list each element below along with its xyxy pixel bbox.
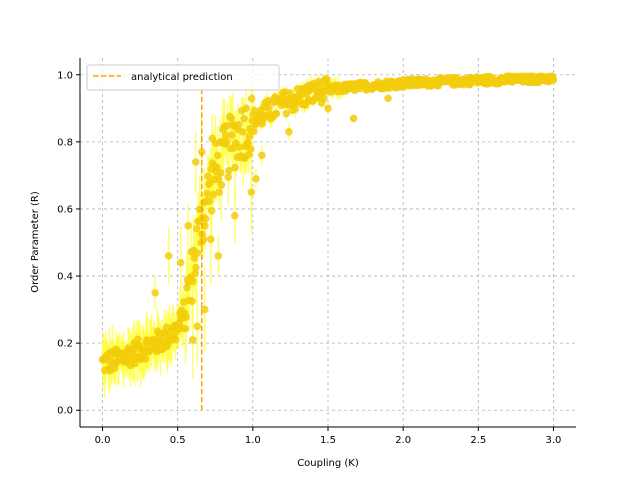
data-point-244 <box>282 109 291 118</box>
data-point-615 <box>258 151 266 160</box>
data-point-47 <box>134 335 142 343</box>
data-point-616 <box>285 128 293 136</box>
data-point-617 <box>324 104 332 113</box>
data-point-614 <box>252 174 260 183</box>
data-point-197 <box>247 145 255 153</box>
ticks: 0.0 0.5 1.0 1.5 2.0 2.5 3.0 0.0 0.2 0.4 0.6 0.8 1.0 <box>57 70 561 446</box>
y-tick-label-2: 0.4 <box>57 272 73 283</box>
data-point-201 <box>250 127 258 136</box>
grid <box>80 58 576 427</box>
data-points <box>98 72 558 375</box>
y-axis-label: Order Parameter (R) <box>30 191 41 293</box>
data-point-165 <box>222 137 231 146</box>
data-point-152 <box>213 163 221 172</box>
data-point-164 <box>222 131 230 139</box>
data-point-610 <box>191 158 200 166</box>
data-point-139 <box>203 189 211 198</box>
data-point-606 <box>200 305 209 314</box>
data-point-608 <box>214 252 223 260</box>
data-point-294 <box>320 94 328 103</box>
data-point-605 <box>193 322 202 331</box>
data-point-168 <box>225 166 233 175</box>
data-point-153 <box>213 151 222 160</box>
x-tick-label-6: 3.0 <box>546 435 562 446</box>
data-point-110 <box>181 324 190 333</box>
data-point-124 <box>192 263 200 272</box>
data-point-137 <box>201 215 210 223</box>
data-point-193 <box>244 138 252 147</box>
data-point-171 <box>227 114 236 123</box>
data-point-154 <box>214 175 223 183</box>
data-point-181 <box>234 120 243 129</box>
data-point-97 <box>171 336 180 344</box>
data-point-57 <box>141 355 150 363</box>
y-tick-label-4: 0.8 <box>57 137 73 148</box>
data-point-619 <box>384 94 392 103</box>
y-tick-label-3: 0.6 <box>57 204 73 215</box>
data-point-119 <box>188 297 196 306</box>
data-point-123 <box>191 269 199 278</box>
data-point-167 <box>224 173 233 181</box>
x-tick-label-0: 0.0 <box>95 435 111 446</box>
data-point-298 <box>323 75 331 84</box>
data-point-602 <box>176 258 185 267</box>
data-point-612 <box>208 134 217 143</box>
data-point-202 <box>250 106 259 115</box>
legend-box <box>86 64 280 91</box>
data-point-221 <box>265 105 273 113</box>
data-point-603 <box>184 221 193 230</box>
data-point-120 <box>189 277 197 286</box>
data-point-147 <box>209 190 218 199</box>
data-point-195 <box>245 132 254 140</box>
x-tick-label-3: 1.5 <box>320 435 336 446</box>
data-point-158 <box>217 181 226 189</box>
data-point-607 <box>206 235 215 243</box>
x-tick-label-4: 2.0 <box>395 435 411 446</box>
data-point-126 <box>193 249 202 257</box>
data-point-198 <box>247 94 256 103</box>
data-point-145 <box>207 206 216 215</box>
data-point-176 <box>231 163 239 172</box>
data-point-604 <box>188 335 197 344</box>
y-tick-label-1: 0.2 <box>57 339 73 350</box>
y-tick-label-0: 0.0 <box>57 406 73 417</box>
data-point-155 <box>215 188 224 197</box>
data-point-256 <box>291 105 300 113</box>
data-point-125 <box>192 224 201 233</box>
data-point-600 <box>164 252 173 260</box>
x-tick-label-2: 1.0 <box>245 435 261 446</box>
legend: analytical prediction <box>86 64 280 91</box>
data-point-191 <box>242 104 251 113</box>
data-point-599 <box>549 76 558 84</box>
data-point-62 <box>145 347 154 356</box>
data-point-142 <box>205 197 214 205</box>
data-point-111 <box>182 313 190 322</box>
data-point-140 <box>204 172 212 181</box>
x-tick-label-1: 0.5 <box>170 435 186 446</box>
data-point-613 <box>247 188 256 196</box>
data-point-618 <box>349 114 358 123</box>
data-point-182 <box>235 143 244 151</box>
data-point-609 <box>231 211 239 220</box>
data-point-188 <box>240 114 248 123</box>
x-axis-label: Coupling (K) <box>297 458 359 469</box>
data-point-43 <box>131 359 139 368</box>
data-point-85 <box>162 323 171 332</box>
data-point-130 <box>196 205 205 213</box>
data-point-136 <box>201 222 209 230</box>
data-point-172 <box>228 131 236 139</box>
data-point-134 <box>199 235 208 244</box>
y-tick-label-5: 1.0 <box>57 70 73 81</box>
x-tick-label-5: 2.5 <box>470 435 486 446</box>
data-point-601 <box>151 289 159 297</box>
data-point-157 <box>216 169 225 177</box>
legend-label-prediction: analytical prediction <box>131 72 233 83</box>
data-point-231 <box>272 110 281 118</box>
data-point-186 <box>238 128 247 136</box>
